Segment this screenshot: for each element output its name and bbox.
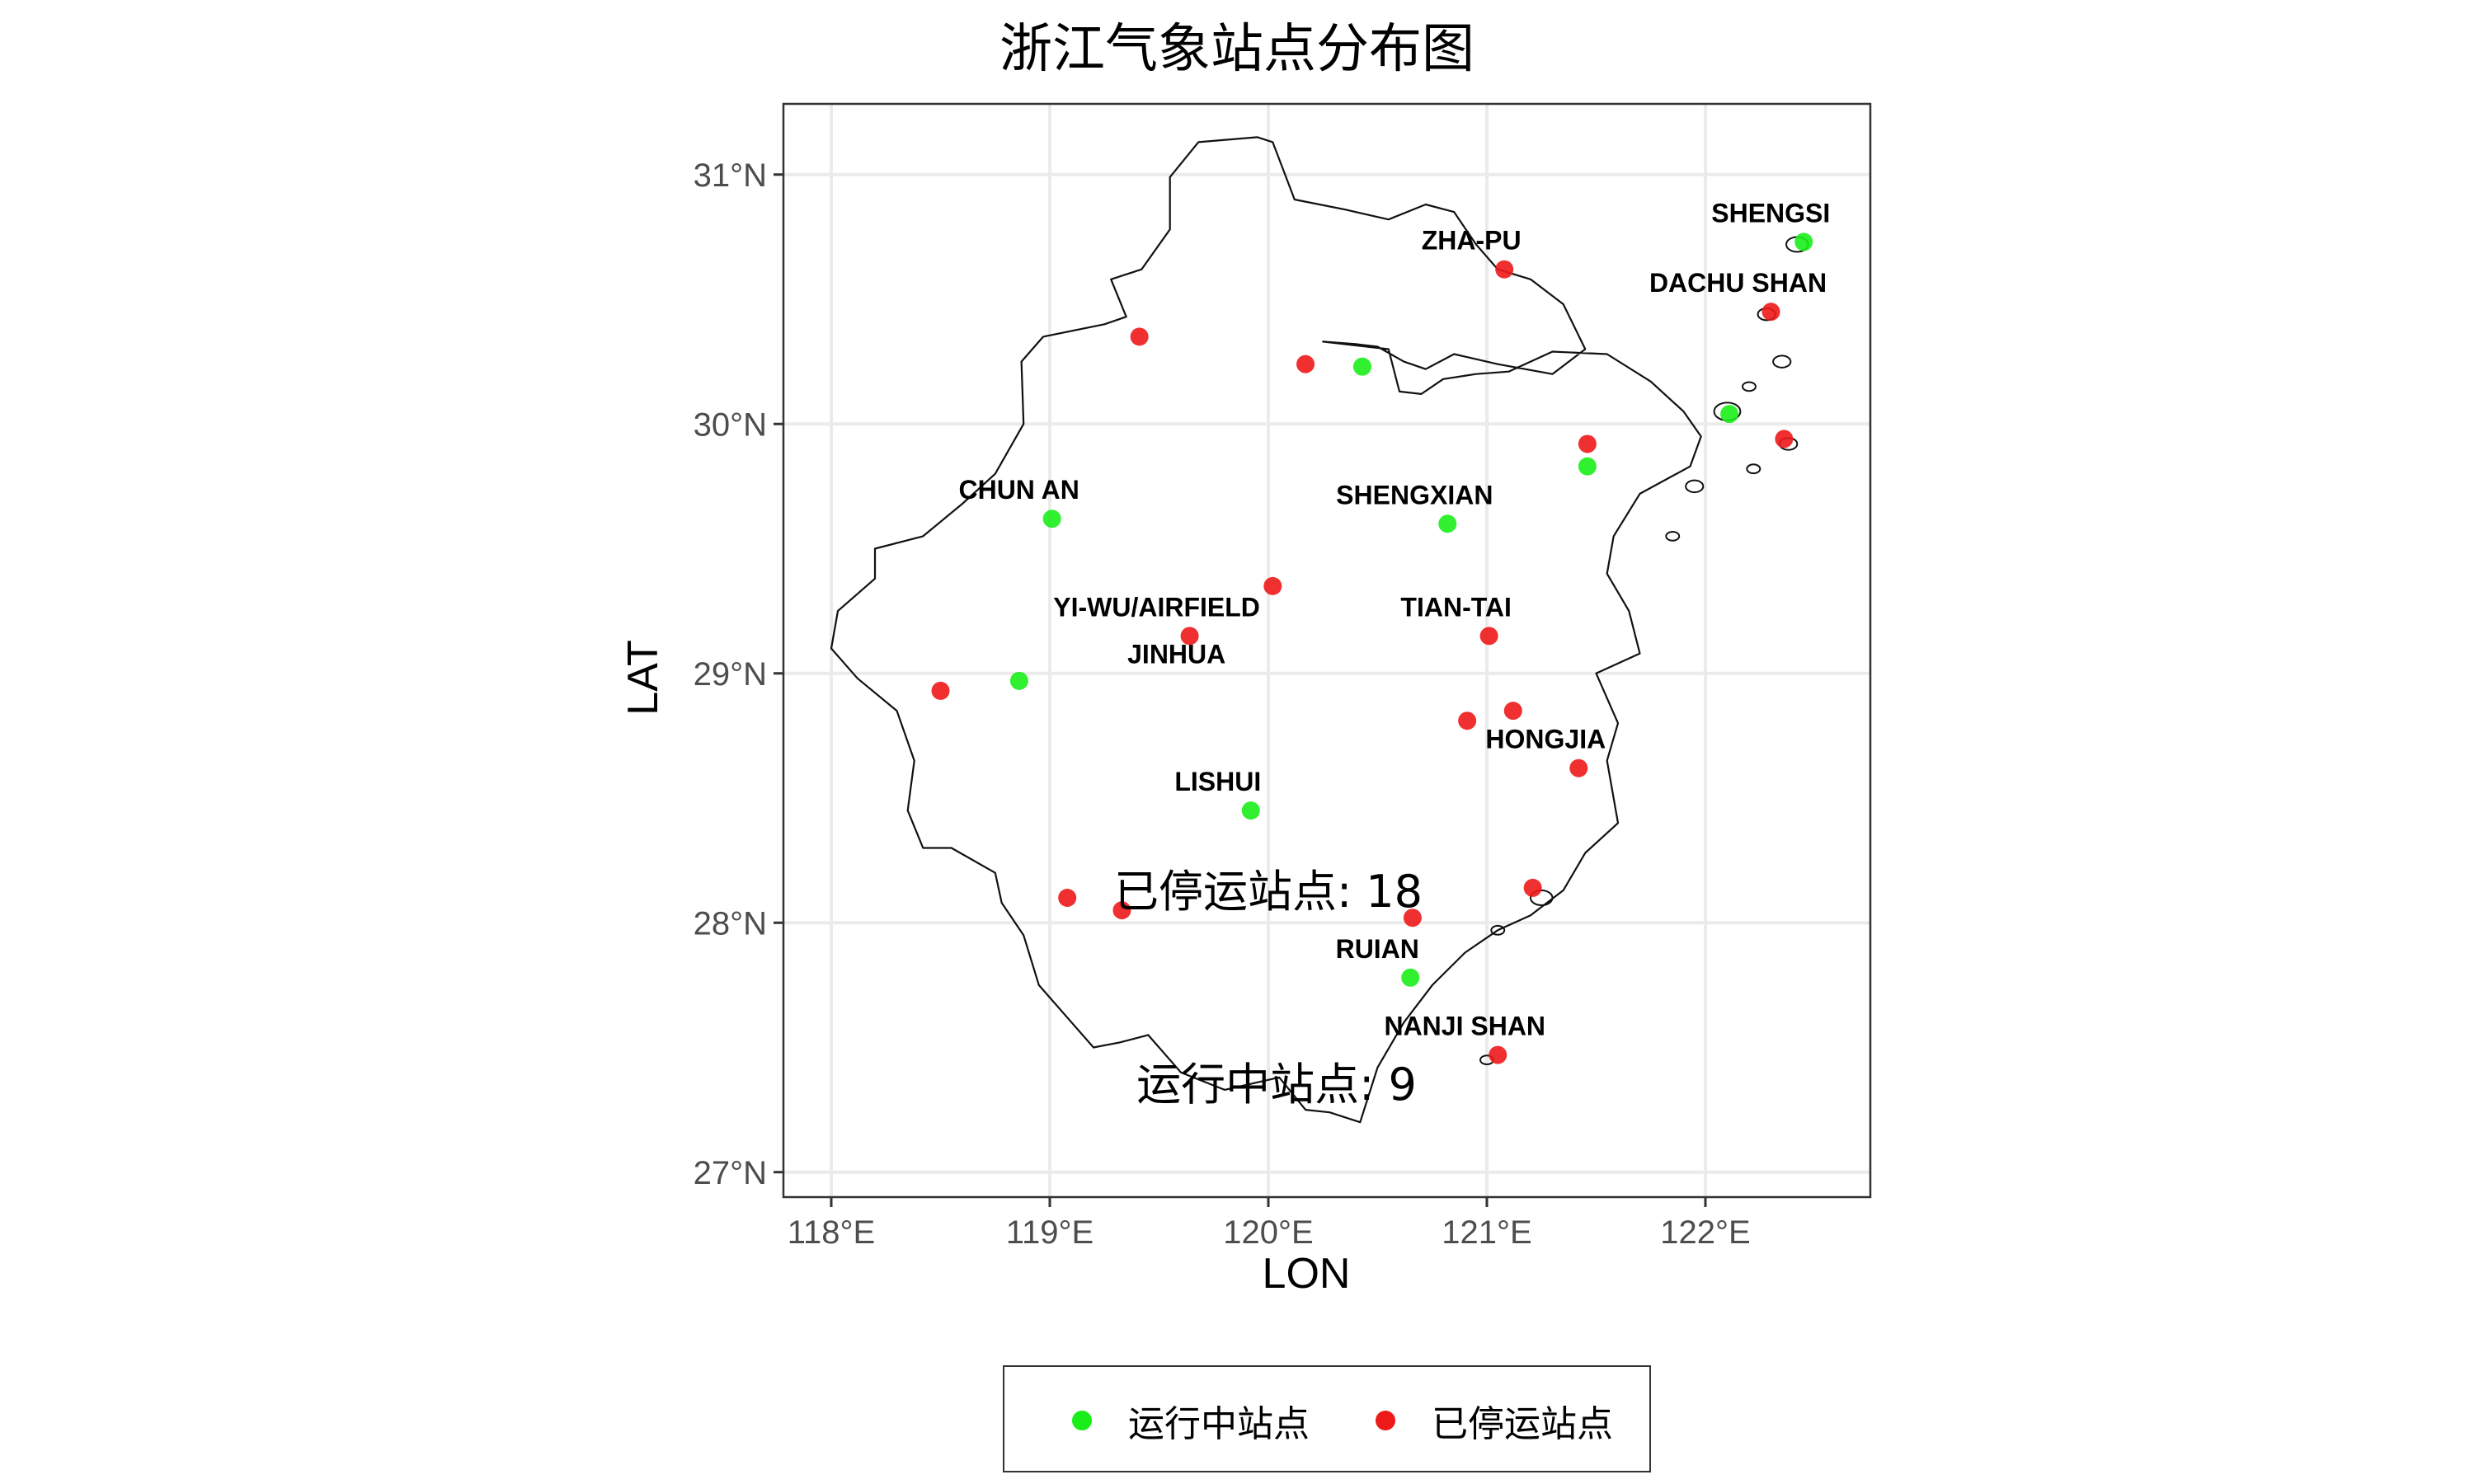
y-tick-label: 29°N [694,656,767,693]
stopped-station-point-1 [1761,303,1780,322]
legend-marker-running [1072,1411,1092,1430]
chart-title: 浙江气象站点分布图 [999,19,1475,80]
island-3 [1742,381,1757,392]
x-tick-label: 119°E [1006,1214,1094,1251]
station-labels: SHENGSI CHUN AN SHENGXIAN LISHUI RUIAN ZHA-PU… [958,198,1830,1040]
stopped-station-point-2 [1130,327,1149,346]
island-7 [1685,479,1705,494]
province-border [830,136,1702,1124]
running-station-point-0 [1794,232,1813,251]
station-label: ZHA-PU [1422,226,1522,256]
running-station-point-8 [1401,968,1420,987]
stopped-station-point-7 [1180,627,1199,646]
stopped-station-point-15 [1112,901,1131,920]
x-tick-label: 122°E [1660,1214,1750,1251]
legend-label-stopped: 已停运站点 [1432,1403,1613,1445]
station-label: LISHUI [1174,767,1261,796]
station-label: SHENGXIAN [1336,480,1493,510]
running-count-annotation: 运行中站点: 9 [1136,1059,1417,1111]
island-11 [1665,530,1681,542]
stopped-station-point-12 [1569,758,1588,777]
y-tick-label: 27°N [694,1155,767,1191]
stopped-station-point-16 [1403,909,1422,928]
stopped-station-point-9 [931,681,950,700]
stopped-station-point-4 [1775,430,1794,448]
stopped-station-point-10 [1503,702,1522,721]
legend-item-running: 运行中站点 [1072,1367,1310,1474]
stopped-station-point-0 [1495,260,1514,279]
stopped-station-point-17 [1489,1045,1507,1064]
stopped-station-point-6 [1263,576,1282,595]
station-label-extra: JINHUA [1127,640,1225,669]
stopped-count-annotation: 已停运站点: 18 [1114,866,1423,918]
station-label: NANJI SHAN [1384,1012,1545,1041]
y-tick-label: 28°N [694,905,767,942]
legend-marker-stopped [1376,1411,1395,1430]
station-label: DACHU SHAN [1649,268,1827,298]
axes: 118°E 119°E 120°E 121°E 122°E 27°N 28°N 29°N 30°… [694,102,1872,1251]
running-station-point-6 [1009,671,1028,690]
running-station-point-5 [1438,514,1457,533]
station-label: RUIAN [1336,934,1419,964]
island-9 [1490,924,1506,936]
station-points [931,232,1813,1064]
running-station-point-2 [1720,405,1739,424]
stopped-station-point-11 [1458,711,1477,730]
station-label: HONGJIA [1485,725,1606,754]
running-station-point-3 [1578,457,1597,476]
running-station-point-1 [1352,357,1371,376]
legend-item-stopped: 已停运站点 [1376,1367,1613,1474]
island-6 [1746,463,1761,475]
station-label: TIAN-TAI [1400,592,1511,622]
grid-lines [783,104,1870,1197]
panel-background [783,104,1870,1197]
stopped-station-point-8 [1479,627,1498,646]
x-tick-label: 120°E [1223,1214,1313,1251]
stopped-station-point-14 [1058,889,1077,907]
island-2 [1772,355,1792,369]
y-tick-label: 31°N [694,157,767,194]
x-tick-label: 118°E [788,1214,875,1251]
running-station-point-4 [1042,510,1061,528]
legend-label-running: 运行中站点 [1128,1403,1310,1445]
panel-border [782,102,1872,1199]
legend: 运行中站点 已停运站点 [1003,1365,1651,1472]
station-label: YI-WU/AIRFIELD [1053,592,1260,622]
island-8 [1530,890,1554,906]
x-tick-label: 121°E [1442,1214,1531,1251]
y-tick-label: 30°N [694,406,767,443]
stopped-station-point-13 [1523,878,1542,897]
station-label: SHENGSI [1711,198,1830,228]
running-station-point-7 [1241,801,1260,820]
x-axis-title: LON [1262,1250,1351,1298]
station-label: CHUN AN [958,475,1079,505]
y-axis-title: LAT [619,640,667,716]
stopped-station-point-3 [1296,355,1315,373]
stopped-station-point-5 [1578,434,1597,453]
